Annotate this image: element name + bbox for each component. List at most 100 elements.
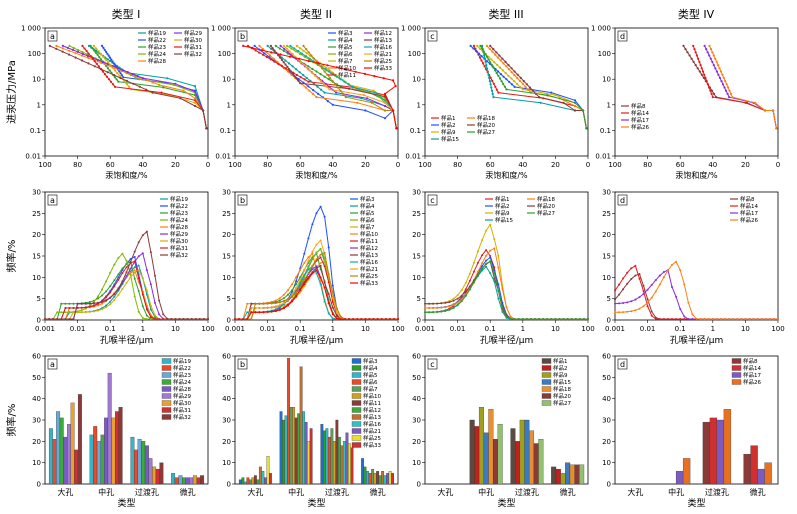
distribution-point	[614, 311, 616, 314]
distribution-point	[295, 276, 298, 279]
distribution-point	[566, 318, 569, 321]
mercury-point	[316, 85, 319, 88]
y-tick-label: 10	[222, 76, 231, 84]
bar	[256, 479, 260, 485]
distribution-point	[121, 267, 124, 270]
bar	[368, 473, 372, 485]
x-tick-label: 100	[38, 161, 51, 169]
distribution-point	[715, 318, 718, 321]
legend-label: 样品16	[374, 43, 392, 51]
distribution-point	[174, 318, 177, 321]
distribution-point	[266, 302, 269, 305]
y-tick-label: 20	[222, 231, 231, 239]
distribution-point	[117, 273, 120, 276]
distribution-point	[278, 306, 281, 309]
bar	[560, 473, 566, 485]
distribution-point	[158, 313, 161, 316]
distribution-point	[72, 307, 75, 309]
mercury-point	[265, 56, 268, 59]
distribution-point	[642, 292, 645, 295]
legend-label: 样品7	[363, 385, 378, 393]
bar	[253, 475, 257, 485]
mercury-point	[193, 97, 197, 100]
mercury-point	[279, 44, 282, 48]
distribution-point	[456, 301, 459, 304]
legend-label: 样品19	[173, 357, 191, 365]
x-tick-label: 80	[453, 161, 462, 169]
panel-label: a	[50, 32, 55, 41]
x-tick-label: 100	[581, 325, 594, 333]
distribution-point	[319, 239, 322, 242]
mercury-point	[279, 53, 282, 56]
bar	[492, 439, 498, 485]
x-tick-label: 0	[776, 161, 780, 169]
mercury-point	[295, 73, 299, 77]
mercury-point	[480, 59, 483, 62]
legend-label: 样品20	[553, 392, 571, 400]
mercury-point	[478, 56, 482, 59]
distribution-point	[262, 311, 265, 314]
x-tick-label: 1	[141, 325, 145, 333]
mercury-point	[318, 64, 321, 67]
x-tick-label: 20	[741, 161, 750, 169]
distribution-point	[311, 268, 314, 271]
x-tick-label: 20	[171, 161, 180, 169]
distribution-point	[303, 269, 306, 272]
mercury-point	[335, 91, 338, 94]
mercury-point	[111, 60, 114, 63]
distribution-point	[319, 248, 322, 250]
mercury-point	[722, 76, 725, 79]
bar	[89, 434, 94, 485]
mercury-point	[297, 77, 300, 81]
panel-label: b	[240, 360, 245, 369]
mercury-point	[179, 97, 182, 100]
distribution-point	[464, 281, 467, 284]
mercury-point	[308, 57, 311, 60]
legend-label: 样品33	[360, 279, 378, 287]
category-label: 大孔	[57, 487, 73, 497]
bar	[279, 411, 283, 485]
panel-label: d	[620, 196, 625, 205]
mercury-point	[100, 68, 103, 71]
mercury-point	[704, 76, 707, 79]
legend-label: 样品21	[374, 50, 392, 58]
distribution-point	[472, 270, 475, 273]
mercury-point	[516, 73, 519, 76]
mercury-point	[504, 72, 507, 75]
bar	[342, 441, 346, 485]
distribution-point	[489, 255, 492, 257]
legend-label: 样品29	[170, 230, 188, 238]
category-label: 中孔	[478, 487, 494, 497]
mercury-point	[518, 85, 522, 88]
mercury-point	[295, 68, 298, 71]
legend-label: 样品25	[360, 272, 378, 280]
mercury-curve	[692, 45, 777, 129]
bar	[258, 466, 262, 485]
mercury-point	[496, 56, 499, 59]
mercury-point	[508, 80, 511, 83]
distribution-point	[246, 302, 249, 305]
distribution-point	[654, 279, 657, 282]
distribution-point	[638, 273, 641, 275]
y-tick-label: 10	[222, 459, 231, 467]
y-tick-label: 20	[32, 438, 41, 446]
distribution-point	[97, 297, 99, 300]
distribution-point	[76, 311, 79, 314]
x-tick-label: 0	[396, 161, 400, 169]
x-tick-label: 0	[586, 161, 590, 169]
bar	[155, 468, 160, 485]
distribution-point	[315, 272, 318, 275]
mercury-point	[354, 70, 357, 73]
distribution-point	[497, 297, 500, 300]
mercury-point	[351, 85, 354, 88]
y-tick-label: 30	[32, 189, 41, 197]
panel-label-box	[427, 358, 438, 370]
mercury-point	[284, 63, 287, 66]
x-tick-label: 80	[643, 161, 652, 169]
mercury-point	[714, 67, 717, 70]
distribution-point	[485, 229, 488, 232]
distribution-point	[687, 318, 690, 321]
mercury-point	[347, 83, 350, 86]
category-label: 微孔	[180, 487, 196, 497]
